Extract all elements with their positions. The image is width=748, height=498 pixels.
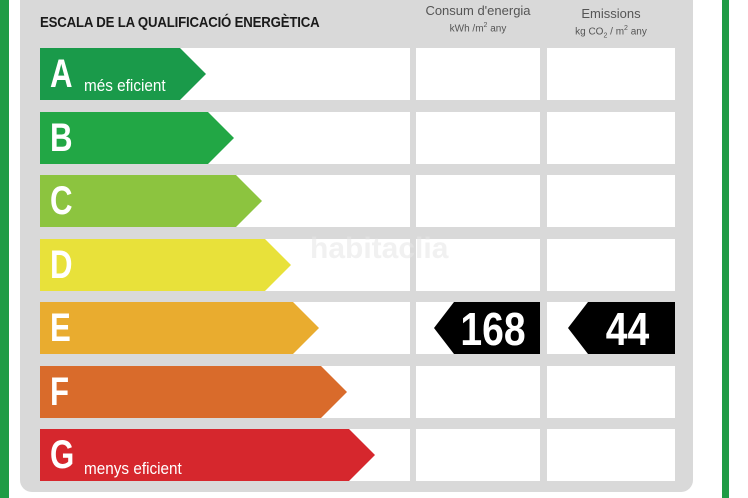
emissions-cell xyxy=(547,112,675,164)
class-note: més eficient xyxy=(84,76,166,95)
class-letter: F xyxy=(50,370,70,414)
energy-class-row-d: D xyxy=(0,239,748,291)
class-letter: B xyxy=(50,116,73,160)
consumption-indicator-value: 168 xyxy=(460,303,526,355)
consumption-column-label: Consum d'energia xyxy=(425,3,531,18)
class-arrow-f xyxy=(40,366,347,418)
watermark: habitaclia xyxy=(310,232,449,265)
emissions-indicator-value: 44 xyxy=(605,303,650,355)
emissions-column-header: Emissions kg CO2 / m2 any xyxy=(547,6,675,43)
energy-class-row-c: C xyxy=(0,175,748,227)
consumption-cell xyxy=(416,175,540,227)
green-frame-left xyxy=(0,0,9,498)
emissions-cell xyxy=(547,429,675,481)
class-letter: G xyxy=(50,433,75,477)
emissions-unit: kg CO2 / m2 any xyxy=(575,25,647,40)
class-letter: A xyxy=(50,52,73,96)
class-letter: E xyxy=(50,306,71,350)
consumption-unit: kWh /m2 any xyxy=(449,22,507,35)
energy-class-row-e: E 168 44 xyxy=(0,302,748,355)
consumption-cell xyxy=(416,366,540,418)
green-frame-right xyxy=(722,0,729,498)
label-title: ESCALA DE LA QUALIFICACIÓ ENERGÈTICA xyxy=(40,14,320,31)
class-arrow-c xyxy=(40,175,262,227)
consumption-indicator xyxy=(434,302,540,354)
consumption-cell xyxy=(416,112,540,164)
class-arrow-g xyxy=(40,429,375,481)
emissions-column-label: Emissions xyxy=(581,6,641,21)
class-letter: D xyxy=(50,243,73,287)
class-arrow-e xyxy=(40,302,319,354)
class-arrow-d xyxy=(40,239,291,291)
energy-class-row-b: B xyxy=(0,112,748,164)
consumption-cell xyxy=(416,429,540,481)
energy-class-row-f: F xyxy=(0,366,748,418)
emissions-cell xyxy=(547,366,675,418)
class-arrow-a xyxy=(40,48,206,100)
consumption-cell xyxy=(416,239,540,291)
consumption-cell xyxy=(416,48,540,100)
class-note: menys eficient xyxy=(84,459,182,478)
class-arrow-b xyxy=(40,112,234,164)
emissions-cell xyxy=(547,175,675,227)
emissions-cell xyxy=(547,239,675,291)
consumption-column-header: Consum d'energia kWh /m2 any xyxy=(416,3,540,36)
emissions-indicator xyxy=(568,302,675,354)
emissions-cell xyxy=(547,48,675,100)
class-letter: C xyxy=(50,179,73,223)
